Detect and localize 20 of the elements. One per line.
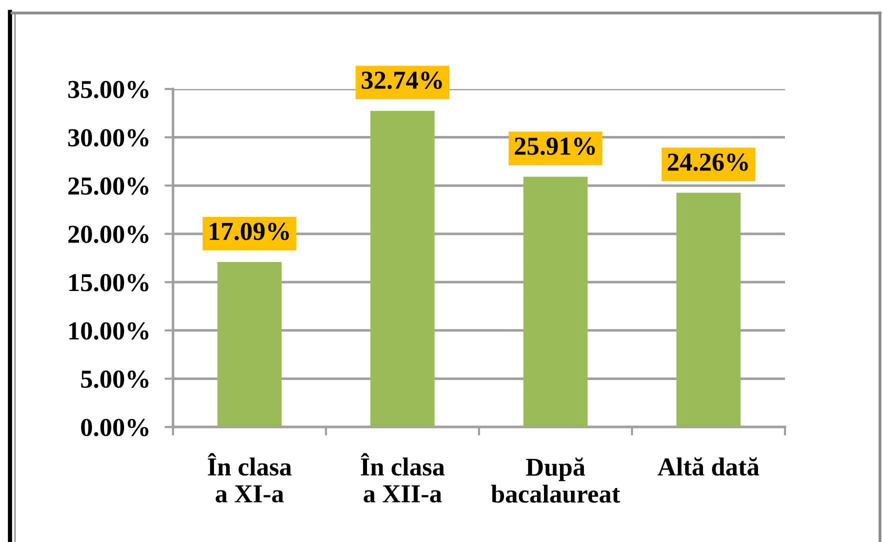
bar — [370, 110, 435, 427]
y-tick-label: 25.00% — [68, 177, 148, 195]
y-tick-label: 30.00% — [68, 129, 148, 147]
x-tick-label: În clasa a XII-a — [360, 453, 445, 503]
x-tick-label: După bacalaureat — [491, 458, 620, 503]
x-tick-label: În clasa a XI-a — [208, 453, 292, 503]
y-tick-label: 15.00% — [69, 274, 148, 292]
data-label: 25.91% — [514, 138, 595, 156]
data-label: 17.09% — [210, 222, 289, 240]
y-tick-label: 0.00% — [81, 418, 148, 436]
data-label: 32.74% — [362, 72, 442, 90]
data-label: 24.26% — [668, 153, 748, 171]
bar — [523, 176, 588, 427]
y-tick-label: 5.00% — [81, 370, 148, 388]
y-tick-label: 35.00% — [68, 80, 148, 98]
bar — [217, 262, 282, 427]
y-tick-label: 10.00% — [69, 322, 148, 340]
x-tick-label: Altă dată — [658, 457, 760, 476]
y-tick-label: 20.00% — [68, 226, 148, 244]
bar — [676, 192, 741, 427]
